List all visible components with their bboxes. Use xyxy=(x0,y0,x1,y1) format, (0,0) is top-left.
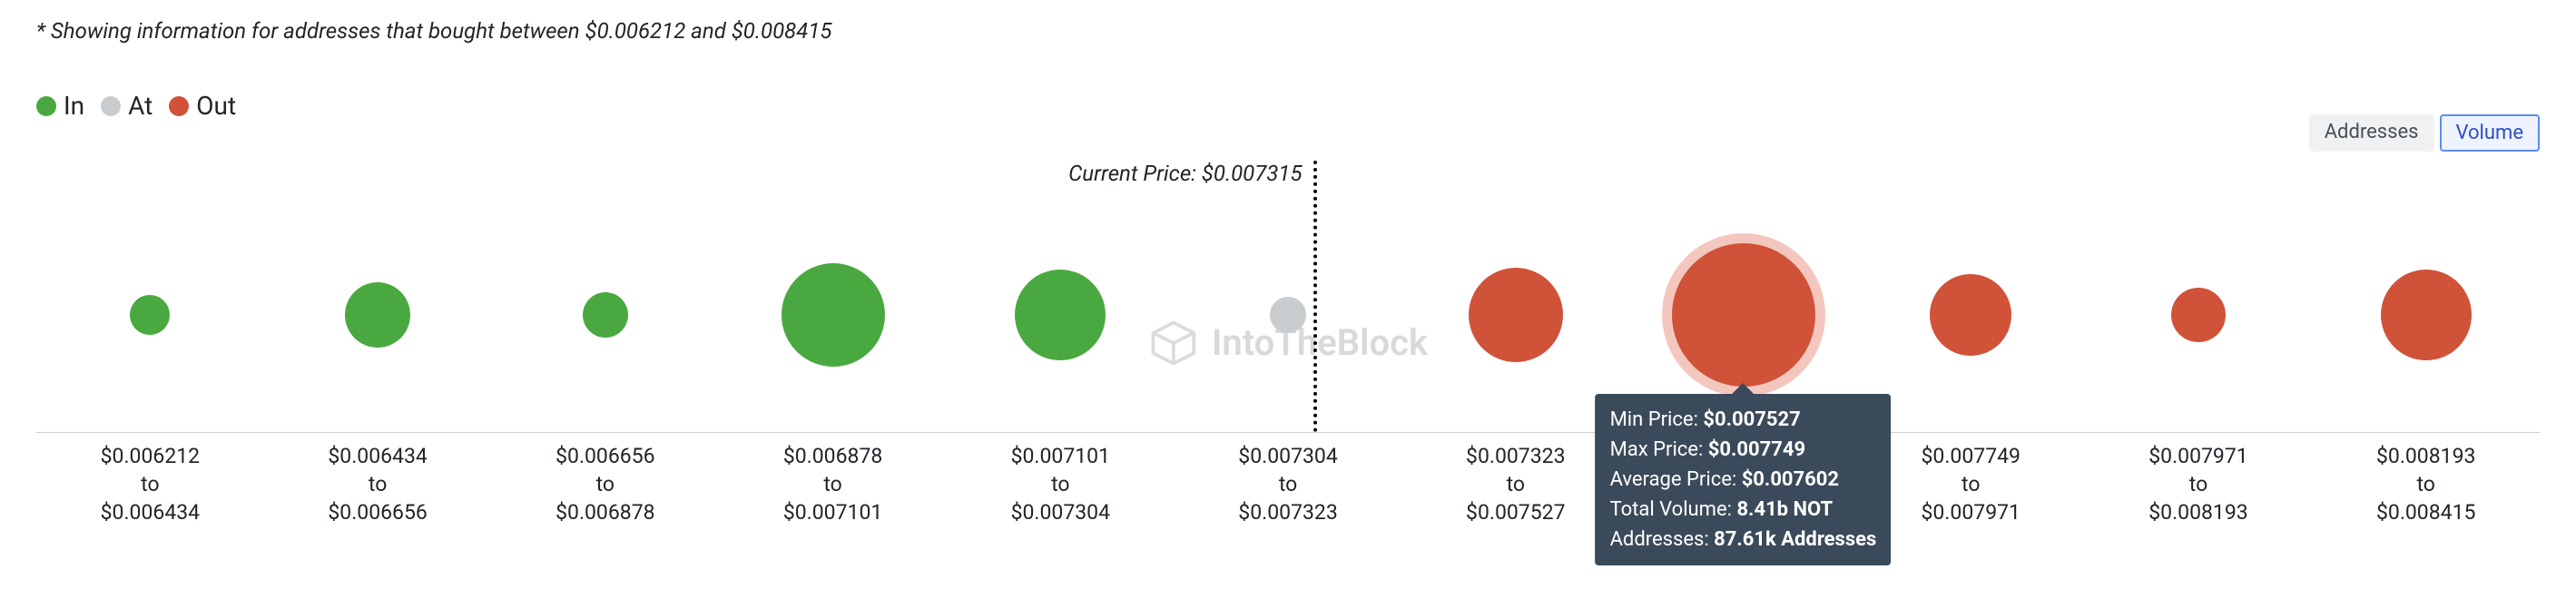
bubble-cell[interactable] xyxy=(2085,197,2313,432)
bubble[interactable] xyxy=(345,282,410,348)
bubble[interactable] xyxy=(2381,270,2472,360)
legend-label: Out xyxy=(196,91,236,121)
toggle-group: AddressesVolume xyxy=(2304,114,2540,152)
bubble[interactable] xyxy=(1270,297,1306,333)
x-axis-label: $0.006434to$0.006656 xyxy=(264,442,492,526)
chart-container: * Showing information for addresses that… xyxy=(0,0,2576,563)
x-axis-label: $0.006212to$0.006434 xyxy=(36,442,264,526)
bubble[interactable] xyxy=(1672,243,1815,387)
bubble-cell[interactable] xyxy=(1175,197,1402,432)
bubble-cell[interactable] xyxy=(2312,197,2540,432)
bubble[interactable] xyxy=(1469,268,1563,362)
bubble-cell[interactable] xyxy=(491,197,719,432)
toggle-addresses[interactable]: Addresses xyxy=(2309,114,2434,152)
tooltip-arrow xyxy=(1730,383,1755,396)
bubble-cell[interactable] xyxy=(947,197,1175,432)
chart-area: IntoTheBlock Current Price: $0.007315 Mi… xyxy=(36,197,2540,433)
legend-label: At xyxy=(128,91,152,121)
bubble[interactable] xyxy=(1930,274,2011,356)
bubble-cell[interactable] xyxy=(1857,197,2085,432)
bubble-row xyxy=(36,197,2540,432)
bubble-cell[interactable] xyxy=(264,197,492,432)
legend-dot xyxy=(169,96,189,116)
toggle-volume[interactable]: Volume xyxy=(2440,114,2541,152)
x-axis-label: $0.007971to$0.008193 xyxy=(2085,442,2313,526)
tooltip: Min Price: $0.007527Max Price: $0.007749… xyxy=(1596,394,1892,565)
x-axis-label: $0.007304to$0.007323 xyxy=(1175,442,1402,526)
bubble[interactable] xyxy=(130,295,170,335)
current-price-label: Current Price: $0.007315 xyxy=(1068,161,1313,186)
legend-dot xyxy=(101,96,121,116)
tooltip-row: Max Price: $0.007749 xyxy=(1610,435,1877,465)
legend-dot xyxy=(36,96,56,116)
legend-item-at[interactable]: At xyxy=(101,91,152,121)
legend: In At Out xyxy=(36,91,236,121)
tooltip-row: Total Volume: 8.41b NOT xyxy=(1610,495,1877,525)
range-note: * Showing information for addresses that… xyxy=(36,18,2540,44)
x-axis-label: $0.007749to$0.007971 xyxy=(1857,442,2085,526)
header-row: In At Out AddressesVolume xyxy=(36,60,2540,152)
bubble-cell[interactable] xyxy=(36,197,264,432)
tooltip-row: Min Price: $0.007527 xyxy=(1610,405,1877,435)
tooltip-row: Addresses: 87.61k Addresses xyxy=(1610,525,1877,555)
bubble-cell[interactable] xyxy=(719,197,947,432)
bubble[interactable] xyxy=(583,292,628,338)
legend-item-in[interactable]: In xyxy=(36,91,84,121)
bubble[interactable] xyxy=(782,263,885,367)
legend-label: In xyxy=(64,91,84,121)
legend-item-out[interactable]: Out xyxy=(169,91,236,121)
x-axis: $0.006212to$0.006434$0.006434to$0.006656… xyxy=(36,442,2540,526)
tooltip-row: Average Price: $0.007602 xyxy=(1610,465,1877,495)
bubble[interactable] xyxy=(1015,270,1106,360)
bubble[interactable] xyxy=(2171,288,2226,342)
x-axis-label: $0.008193to$0.008415 xyxy=(2312,442,2540,526)
x-axis-label: $0.006878to$0.007101 xyxy=(719,442,947,526)
x-axis-label: $0.007101to$0.007304 xyxy=(947,442,1175,526)
x-axis-label: $0.006656to$0.006878 xyxy=(491,442,719,526)
